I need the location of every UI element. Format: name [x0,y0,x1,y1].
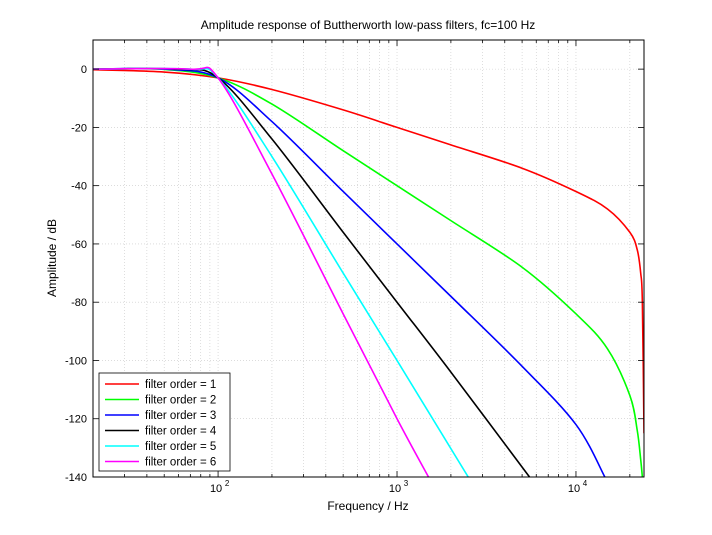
plot-frame [92,39,645,478]
x-tick-base: 10 [210,483,222,495]
legend-box [98,372,231,472]
x-tick-exponent: 4 [583,479,588,488]
y-tick-label: -20 [71,122,87,134]
legend-label: filter order = 3 [145,410,216,422]
legend-entry: filter order = 5 [105,441,216,453]
legend-label: filter order = 6 [145,457,216,469]
x-tick-exponent: 3 [404,479,409,488]
y-tick-labels: 0 -20 -40 -60 -80 -100 -120 -140 [65,64,87,484]
x-tick-label: 10 4 [568,479,588,495]
legend-entry: filter order = 2 [105,395,216,407]
chart-title: Amplitude response of Buttherworth low-p… [201,18,536,32]
legend: filter order = 1 filter order = 2 filter o… [98,372,231,472]
y-tick-label: -120 [65,414,87,426]
legend-entry: filter order = 6 [105,457,216,469]
series-line-order-1 [93,68,644,434]
series-lines [93,66,644,477]
x-tick-label: 10 3 [389,479,409,495]
legend-entry: filter order = 4 [105,426,217,438]
legend-label: filter order = 1 [145,379,216,391]
series-line-order-6 [93,66,430,477]
y-tick-label: -80 [71,297,87,309]
legend-entry: filter order = 1 [105,379,216,391]
y-tick-label: -100 [65,355,87,367]
series-line-order-3 [93,67,606,477]
legend-label: filter order = 2 [145,395,216,407]
x-tick-labels: 10 2 10 3 10 4 [210,479,588,495]
y-axis-label: Amplitude / dB [45,219,59,297]
y-tick-label: -40 [71,181,87,193]
x-tick-exponent: 2 [225,479,230,488]
x-tick-base: 10 [568,483,580,495]
y-tick-label: 0 [81,64,87,76]
x-axis-label: Frequency / Hz [327,499,408,513]
legend-label: filter order = 5 [145,441,216,453]
series-line-order-2 [93,67,644,477]
y-tick-label: -60 [71,239,87,251]
y-tick-label: -140 [65,472,87,484]
x-tick-label: 10 2 [210,479,230,495]
legend-label: filter order = 4 [145,426,217,438]
x-tick-base: 10 [389,483,401,495]
legend-entry: filter order = 3 [105,410,216,422]
minor-grid [92,40,631,477]
ticks [92,40,644,478]
